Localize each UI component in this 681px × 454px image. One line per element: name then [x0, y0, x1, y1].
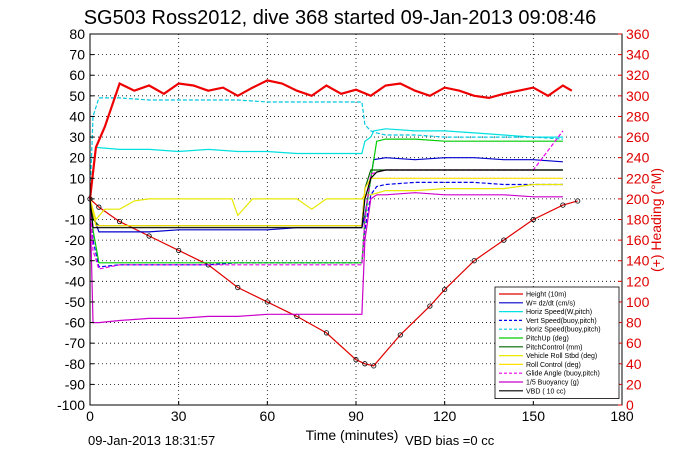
y2-tick-label: 280 [626, 108, 650, 124]
y-axis-ticks: -100-90-80-70-60-50-40-30-20-10010203040… [57, 26, 94, 413]
legend-entry: PitchUp (deg) [526, 336, 569, 343]
legend-entry: Vehicle Roll Stbd (deg) [526, 353, 597, 360]
y-tick-label: -70 [65, 335, 85, 351]
legend-entry: Vert Speed(buoy,pitch) [526, 318, 597, 325]
series-line-11 [89, 169, 563, 229]
height-marker [397, 332, 403, 338]
x-tick-label: 180 [610, 408, 634, 424]
legend-entry: W= dz/dt (cm/s) [526, 300, 575, 307]
height-marker [471, 258, 477, 264]
y-tick-label: -40 [65, 273, 85, 289]
y-tick-label: -100 [57, 397, 85, 413]
series-line-4 [89, 97, 563, 199]
y2-tick-label: 60 [626, 335, 642, 351]
height-marker [96, 204, 102, 210]
height-marker [323, 330, 330, 336]
y2-tick-label: 200 [626, 191, 650, 207]
height-marker [442, 286, 448, 293]
height-marker [146, 233, 152, 239]
x-tick-label: 120 [433, 408, 457, 424]
series-line-5 [89, 138, 563, 264]
y2-tick-label: 0 [626, 397, 634, 413]
y2-tick-label: 20 [626, 376, 642, 392]
x-axis-label: Time (minutes) [306, 427, 399, 443]
y-tick-label: 20 [69, 150, 85, 166]
height-marker [116, 218, 123, 225]
x-axis-ticks: 0 30 60 90 120 150 180 [86, 401, 634, 424]
legend-box [494, 286, 620, 399]
y2-tick-label: 140 [626, 253, 650, 269]
series-line-8 [89, 177, 563, 227]
y2-axis-ticks: 0 20 40 60 80 100 120 140 160 180 200 220 240 260 280 3… [618, 26, 650, 413]
y-tick-label: 50 [69, 88, 85, 104]
x-tick-label: 0 [86, 408, 94, 424]
y-tick-label: -20 [65, 232, 85, 248]
y2-tick-label: 240 [626, 150, 650, 166]
height-marker [371, 363, 377, 369]
y2-tick-label: 340 [626, 47, 650, 63]
legend-entry: Height (10m) [526, 292, 566, 299]
series-line-0 [89, 198, 578, 367]
height-marker [575, 198, 581, 204]
x-tick-label: 90 [348, 408, 364, 424]
y2-tick-label: 300 [626, 88, 650, 104]
y2-tick-label: 120 [626, 273, 650, 289]
y-tick-label: 10 [69, 170, 85, 186]
legend-entry: Horiz Speed(buoy,pitch) [526, 327, 601, 334]
y2-tick-label: 80 [626, 315, 642, 331]
height-marker [560, 202, 566, 208]
legend-entry: 1/5 Buoyancy (g) [526, 380, 579, 387]
height-marker [530, 216, 536, 223]
legend-entry: Glide Angle (buoy,pitch) [526, 371, 600, 378]
y-tick-label: -80 [65, 356, 85, 372]
chart-title: SG503 Ross2012, dive 368 started 09-Jan-… [84, 7, 597, 29]
y2-tick-label: 100 [626, 294, 650, 310]
x-tick-label: 30 [171, 408, 187, 424]
legend-entry: PitchControl (mm) [526, 344, 582, 351]
legend-entry: Roll Control (deg) [526, 362, 581, 369]
y2-tick-label: 220 [626, 170, 650, 186]
y2-tick-label: 360 [626, 26, 650, 42]
y2-tick-label: 40 [626, 356, 642, 372]
y-tick-label: 30 [69, 129, 85, 145]
y2-tick-label: 320 [626, 67, 650, 83]
y-tick-label: -90 [65, 376, 85, 392]
y-tick-label: 70 [69, 47, 85, 63]
series-line-10 [89, 192, 563, 324]
y-tick-label: 80 [69, 26, 85, 42]
y2-tick-label: 260 [626, 129, 650, 145]
legend-entry: VBD ( 10 cc) [526, 388, 566, 395]
height-marker [235, 284, 241, 291]
legend-entry: Horiz Speed(W,pitch) [526, 309, 592, 316]
y-tick-label: 40 [69, 108, 85, 124]
y-tick-label: -60 [65, 315, 85, 331]
y-tick-label: 0 [77, 191, 85, 207]
height-marker [501, 237, 507, 243]
y2-tick-label: 160 [626, 232, 650, 248]
x-tick-label: 60 [260, 408, 276, 424]
y-tick-label: 60 [69, 67, 85, 83]
height-marker [176, 247, 182, 254]
y-tick-label: -50 [65, 294, 85, 310]
height-marker [362, 361, 368, 367]
footer-timestamp: 09-Jan-2013 18:31:57 [88, 433, 215, 448]
legend: Height (10m)W= dz/dt (cm/s) Horiz Speed(W… [494, 286, 620, 399]
y-tick-label: -30 [65, 253, 85, 269]
y2-axis-label: (+) Heading (°M) [648, 168, 664, 272]
x-tick-label: 150 [522, 408, 546, 424]
series-line-12 [88, 79, 573, 200]
series-line-7 [89, 183, 563, 221]
height-marker [353, 357, 359, 363]
height-marker [264, 299, 270, 305]
footer-vbd-bias: VBD bias =0 cc [405, 433, 495, 448]
series-line-2 [89, 128, 563, 199]
data-series [87, 79, 581, 369]
y2-tick-label: 180 [626, 212, 650, 228]
y-tick-label: -10 [65, 212, 85, 228]
height-marker [427, 303, 433, 309]
